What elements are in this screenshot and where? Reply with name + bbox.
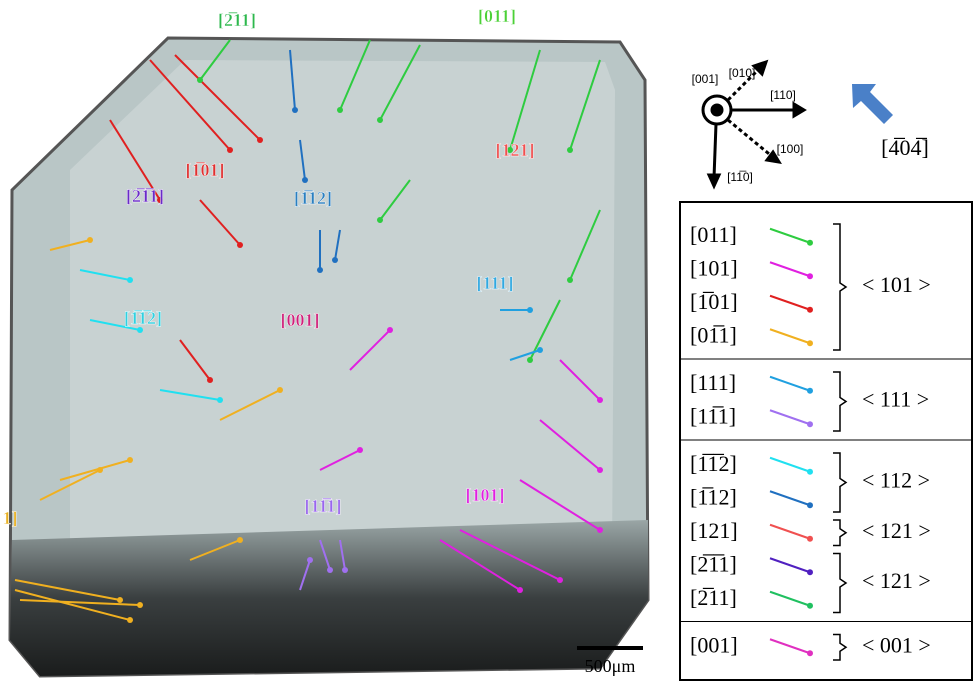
- image-label: [121]: [496, 140, 535, 160]
- trace-end: [87, 237, 93, 243]
- legend-swatch-end: [807, 240, 813, 246]
- trace-end: [517, 587, 523, 593]
- figure: 500μm [2̅11] [011] [1̅01] [2̅1̅1] [1̅12] [121…: [0, 0, 973, 686]
- trace-end: [137, 602, 143, 608]
- trace-end: [227, 147, 233, 153]
- trace-end: [257, 137, 263, 143]
- legend-swatch-end: [807, 569, 813, 575]
- axis-label: [110]: [770, 88, 796, 102]
- legend-label: [11̅1]: [690, 403, 736, 428]
- trace-end: [127, 457, 133, 463]
- image-label: [011]: [478, 6, 516, 26]
- legend-label: [01̅1]: [690, 322, 737, 347]
- trace-end: [557, 577, 563, 583]
- legend-label: [2̅11]: [690, 585, 737, 610]
- axis-label: [010]: [729, 66, 756, 80]
- trace-end: [342, 567, 348, 573]
- trace-end: [127, 277, 133, 283]
- trace-end: [377, 217, 383, 223]
- legend-swatch-end: [807, 603, 813, 609]
- image-label: [2̅11]: [218, 10, 256, 30]
- legend-swatch-end: [807, 502, 813, 508]
- legend-swatch-end: [807, 421, 813, 427]
- legend-label: [1̅12]: [690, 484, 737, 509]
- legend-label: [011]: [690, 222, 737, 247]
- image-label: [2̅1̅1]: [126, 186, 164, 206]
- trace-end: [197, 77, 203, 83]
- trace-end: [377, 117, 383, 123]
- trace-end: [292, 107, 298, 113]
- view-label: [4̅04̅]: [881, 135, 929, 160]
- legend-label: [001]: [690, 632, 738, 657]
- image-label: [1̅1̅2]: [124, 308, 162, 328]
- trace-end: [207, 377, 213, 383]
- trace-end: [597, 527, 603, 533]
- image-label: [001]: [281, 310, 320, 330]
- legend-label: [111]: [690, 370, 736, 395]
- trace-end: [307, 557, 313, 563]
- legend-swatch-end: [807, 650, 813, 656]
- legend-swatch-end: [807, 307, 813, 313]
- trace-end: [597, 467, 603, 473]
- family-label: < 121 >: [862, 518, 931, 543]
- trace-end: [567, 147, 573, 153]
- legend-label: [1̅01]: [690, 289, 738, 314]
- image-label: [11̅1]: [304, 496, 341, 516]
- family-label: < 001 >: [862, 632, 931, 657]
- trace-end: [387, 327, 393, 333]
- scale-label: 500μm: [585, 656, 636, 676]
- image-label: [1̅01]: [186, 160, 225, 180]
- family-label: < 101 >: [862, 272, 931, 297]
- trace-end: [332, 257, 338, 263]
- trace-end: [537, 347, 543, 353]
- trace-end: [327, 567, 333, 573]
- axis-label: [001]: [692, 72, 719, 86]
- legend-swatch-end: [807, 340, 813, 346]
- trace-end: [527, 307, 533, 313]
- view-arrow: [852, 84, 893, 124]
- trace-end: [277, 387, 283, 393]
- trace-end: [127, 617, 133, 623]
- image-label: [101]: [466, 485, 505, 505]
- legend-label: [1̅1̅2]: [690, 451, 737, 476]
- trace-end: [337, 107, 343, 113]
- legend-swatch-end: [807, 536, 813, 542]
- axis-label: [11̅0]: [727, 170, 753, 184]
- trace-end: [237, 537, 243, 543]
- family-label: < 111 >: [862, 387, 929, 412]
- legend-swatch-end: [807, 388, 813, 394]
- image-label: [111]: [476, 273, 513, 293]
- legend-label: [2̅1̅1]: [690, 551, 737, 576]
- image-label: [1̅12]: [294, 188, 332, 208]
- trace-end: [237, 242, 243, 248]
- trace-end: [597, 397, 603, 403]
- family-label: < 112 >: [862, 468, 930, 493]
- trace-end: [117, 597, 123, 603]
- trace-end: [527, 357, 533, 363]
- image-label: 1]: [3, 508, 18, 528]
- legend-label: [121]: [690, 518, 738, 543]
- trace-end: [567, 277, 573, 283]
- trace-end: [302, 177, 308, 183]
- legend-swatch-end: [807, 469, 813, 475]
- axis-label: [100]: [777, 142, 804, 156]
- trace-end: [317, 267, 323, 273]
- family-label: < 121 >: [862, 568, 931, 593]
- legend-swatch-end: [807, 273, 813, 279]
- legend-label: [101]: [690, 255, 738, 280]
- trace-end: [217, 397, 223, 403]
- trace-end: [357, 447, 363, 453]
